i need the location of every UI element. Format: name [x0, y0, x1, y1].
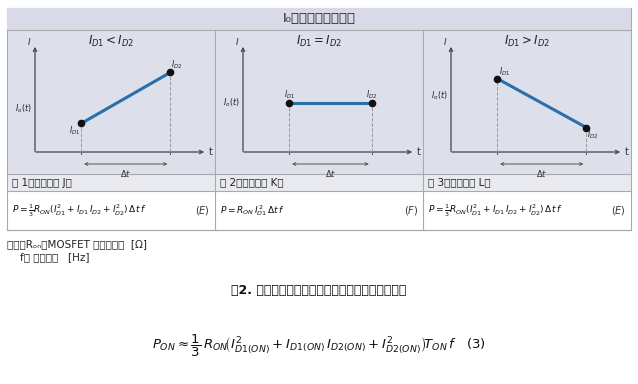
- Text: $I_{D1}=I_{D2}$: $I_{D1}=I_{D2}$: [296, 33, 342, 48]
- Text: $\Delta t$: $\Delta t$: [536, 168, 547, 179]
- Text: $P = R_{ON}\,I_{D1}^{\,2}\,\Delta t\,f$: $P = R_{ON}\,I_{D1}^{\,2}\,\Delta t\,f$: [220, 203, 285, 218]
- Text: $P = \frac{1}{3}R_{ON}(I_{D1}^2 + I_{D1}\,I_{D2} + I_{D2}^2)\,\Delta t\,f$: $P = \frac{1}{3}R_{ON}(I_{D1}^2 + I_{D1}…: [428, 202, 562, 219]
- Text: 例 2（参见附表 K）: 例 2（参见附表 K）: [220, 177, 284, 187]
- Text: $P_{ON} \approx \dfrac{1}{3}\,R_{ON}\!\left(I_{D1(ON)}^2 + I_{D1(ON)}\,I_{D2(ON): $P_{ON} \approx \dfrac{1}{3}\,R_{ON}\!\l…: [152, 333, 486, 359]
- Text: $\Delta t$: $\Delta t$: [325, 168, 336, 179]
- Text: $\mathit{I}$: $\mathit{I}$: [27, 36, 31, 47]
- Text: $I_{D2}$: $I_{D2}$: [366, 89, 377, 101]
- Bar: [424, 174, 630, 190]
- Text: $\mathit{I}_o(t)$: $\mathit{I}_o(t)$: [15, 103, 32, 116]
- Text: $\Delta t$: $\Delta t$: [120, 168, 131, 179]
- Text: $P = \frac{1}{3}R_{ON}(I_{D1}^2 + I_{D1}\,I_{D2} + I_{D2}^2)\,\Delta t\,f$: $P = \frac{1}{3}R_{ON}(I_{D1}^2 + I_{D1}…: [12, 202, 146, 219]
- Text: $\mathit{I}$: $\mathit{I}$: [235, 36, 239, 47]
- Text: $\mathit{I}_o(t)$: $\mathit{I}_o(t)$: [223, 97, 240, 109]
- Text: $I_{D1}>I_{D2}$: $I_{D1}>I_{D2}$: [504, 33, 550, 48]
- Bar: [8, 30, 214, 174]
- Bar: [8, 174, 214, 190]
- Bar: [424, 30, 630, 174]
- Text: 例 3（参见附表 L）: 例 3（参见附表 L）: [428, 177, 491, 187]
- Bar: [7, 8, 631, 30]
- Text: 表2. 各种波形形状的线性近似法导通损耗计算公式: 表2. 各种波形形状的线性近似法导通损耗计算公式: [232, 285, 406, 298]
- Text: f： 开关频率   [Hz]: f： 开关频率 [Hz]: [7, 252, 89, 262]
- Bar: [216, 30, 422, 174]
- Text: $I_{D1}<I_{D2}$: $I_{D1}<I_{D2}$: [88, 33, 134, 48]
- Text: $(E)$: $(E)$: [195, 204, 210, 217]
- Text: t: t: [209, 147, 213, 157]
- Text: $\mathit{I}$: $\mathit{I}$: [443, 36, 447, 47]
- Bar: [7, 8, 631, 230]
- Text: $I_{D1}$: $I_{D1}$: [499, 65, 510, 78]
- Text: $I_{D2}$: $I_{D2}$: [588, 129, 598, 141]
- Text: t: t: [417, 147, 421, 157]
- Text: t: t: [625, 147, 629, 157]
- Text: $I_{D1}$: $I_{D1}$: [69, 124, 80, 137]
- Text: $I_{D2}$: $I_{D2}$: [171, 59, 182, 71]
- Bar: [216, 174, 422, 190]
- Text: $I_{D1}$: $I_{D1}$: [283, 89, 295, 101]
- Text: 但是，Rₒₙ：MOSFET 的导通电阶  [Ω]: 但是，Rₒₙ：MOSFET 的导通电阶 [Ω]: [7, 239, 147, 249]
- Text: $(E)$: $(E)$: [611, 204, 626, 217]
- Text: I₀随时间的变化情况: I₀随时间的变化情况: [283, 13, 355, 25]
- Text: $\mathit{I}_o(t)$: $\mathit{I}_o(t)$: [431, 89, 448, 102]
- Text: $(F)$: $(F)$: [404, 204, 418, 217]
- Text: 例 1（参见附表 J）: 例 1（参见附表 J）: [12, 177, 72, 187]
